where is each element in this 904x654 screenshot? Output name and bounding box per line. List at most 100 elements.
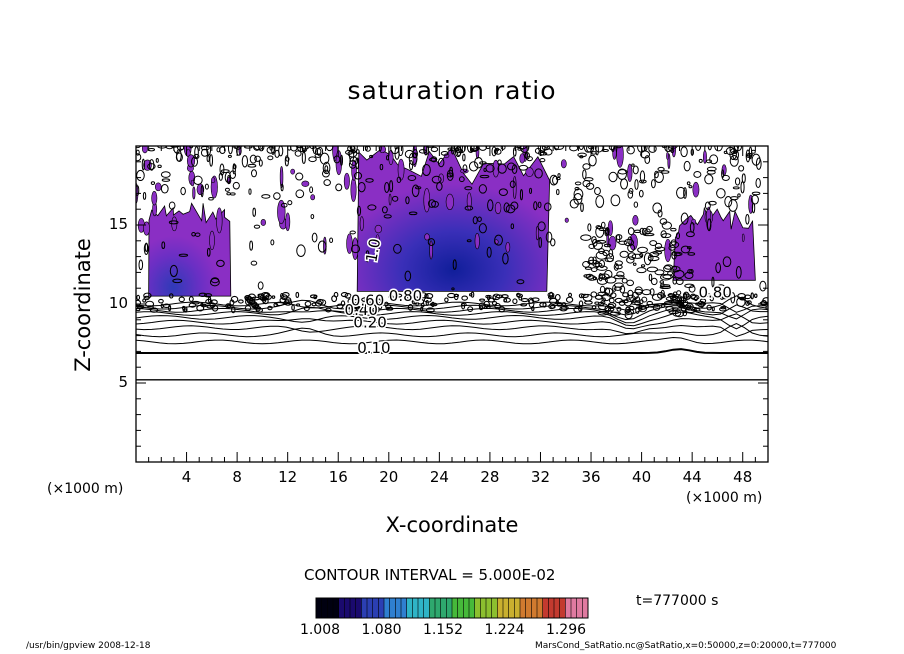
contour-blob (502, 252, 509, 265)
contour-blob (649, 240, 658, 246)
contour-blob (423, 297, 432, 303)
contour-blob (238, 299, 244, 304)
contour-blob (595, 146, 599, 156)
contour-blob (721, 174, 730, 181)
contour-blob (519, 189, 524, 201)
supersaturated-region (356, 147, 551, 292)
moist-streak (301, 180, 310, 187)
colorbar-strip (469, 598, 476, 618)
contour-blob (676, 290, 682, 296)
colorbar-strip (576, 598, 583, 618)
colorbar-strip (508, 598, 515, 618)
contour-blob (626, 256, 635, 264)
contour-blob (227, 146, 233, 155)
contour-blob (654, 242, 663, 250)
contour-blob (580, 293, 589, 298)
contour-blob (188, 302, 197, 308)
contour-blob (711, 276, 715, 288)
contour-blob (440, 151, 449, 156)
colorbar-label: 1.080 (361, 622, 402, 638)
contour-blob (644, 155, 651, 164)
colorbar-strip (565, 598, 572, 618)
contour-line (136, 348, 768, 354)
contour-blob (218, 172, 223, 181)
contour-blob (652, 202, 663, 214)
contour-label: 0.60 (351, 292, 384, 310)
contour-blob (412, 149, 418, 159)
contour-blob (676, 295, 683, 302)
contour-blob (161, 178, 171, 182)
colorbar-label: 1.296 (545, 622, 587, 638)
contour-blob (396, 176, 402, 183)
contour-blob (708, 200, 717, 206)
contour-blob (500, 146, 506, 150)
contour-label: 0.20 (353, 314, 386, 332)
contour-blob (356, 205, 362, 216)
contour-blob (751, 191, 761, 196)
contour-blob (203, 293, 213, 298)
contour-blob (604, 269, 613, 279)
contour-blob (754, 293, 758, 298)
contour-blob (547, 295, 555, 300)
contour-blob (746, 152, 753, 157)
contour-blob (595, 225, 602, 230)
contour-blob (161, 241, 166, 250)
contour-blob (735, 265, 742, 279)
contour-blob (614, 264, 623, 270)
axis-ticks (136, 146, 768, 462)
contour-blob (627, 252, 637, 260)
colorbar-label: 1.152 (422, 622, 464, 638)
contour-blob (608, 297, 615, 304)
contour-blob (383, 214, 392, 219)
contour-blob (224, 187, 230, 192)
colorbar-strip (548, 598, 555, 618)
moist-streak (209, 230, 215, 250)
colorbar-strip (446, 598, 453, 618)
contour-line (136, 324, 768, 338)
contour-blob (604, 257, 614, 263)
contour-blob (650, 277, 658, 286)
contour-blob (281, 291, 290, 298)
contour-blob (569, 146, 579, 152)
contour-blob (534, 168, 543, 179)
contour-blob (511, 164, 518, 174)
colorbar-strip (559, 598, 566, 618)
moist-streak (474, 233, 480, 250)
contour-blob (745, 214, 750, 225)
contour-blob (295, 189, 305, 199)
contour-blob (321, 169, 330, 178)
contour-blob (738, 165, 745, 172)
contour-blob (594, 146, 604, 153)
contour-blob (648, 146, 657, 153)
contour-blob (663, 265, 672, 273)
contour-blob (592, 276, 598, 281)
contour-blob (654, 246, 666, 252)
contour-blob (588, 256, 595, 265)
colorbar-strip (327, 598, 334, 618)
x-tick-label: 8 (232, 468, 242, 486)
contour-blob (367, 204, 377, 211)
contour-blob (224, 171, 232, 183)
contour-blob (384, 181, 390, 193)
contour-blob (632, 165, 639, 175)
contour-blob (643, 252, 652, 266)
contour-blob (494, 234, 503, 246)
contour-blob (626, 146, 635, 155)
contour-blob (751, 202, 756, 214)
contour-blob (138, 259, 144, 271)
contour-blob (573, 193, 583, 205)
contour-blob (721, 293, 729, 300)
colorbar-strip (355, 598, 362, 618)
colorbar-strip (401, 598, 408, 618)
contour-blob (427, 238, 436, 246)
contour-blob (227, 154, 232, 158)
contour-blob (602, 293, 611, 302)
moist-streak (154, 182, 162, 192)
contour-blob (492, 295, 497, 301)
contour-blob (168, 304, 172, 312)
contour-blob (251, 169, 257, 178)
contour-blob (418, 149, 427, 154)
contour-blob (762, 297, 768, 304)
contour-label: 0.80 (389, 287, 422, 305)
